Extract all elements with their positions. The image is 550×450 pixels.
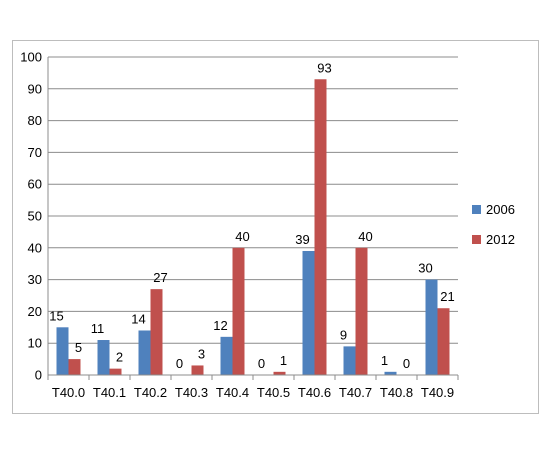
bar-2006-T40.8 <box>384 371 397 375</box>
bar-2012-T40.0 <box>68 359 81 375</box>
x-tick-label: T40.8 <box>380 385 413 400</box>
data-label-2012-T40.2: 27 <box>153 270 167 285</box>
data-label-2012-T40.1: 2 <box>116 350 123 365</box>
x-tick-label: T40.3 <box>175 385 208 400</box>
bar-2006-T40.0 <box>56 327 69 375</box>
x-tick-label: T40.4 <box>216 385 249 400</box>
y-tick-label: 60 <box>28 177 42 192</box>
y-tick-label: 40 <box>28 240 42 255</box>
bar-2012-T40.9 <box>437 308 450 375</box>
y-tick-label: 20 <box>28 304 42 319</box>
x-tick-label: T40.1 <box>93 385 126 400</box>
y-tick-label: 10 <box>28 336 42 351</box>
bar-2012-T40.7 <box>355 247 368 375</box>
data-label-2012-T40.8: 0 <box>403 356 410 371</box>
x-tick-label: T40.7 <box>339 385 372 400</box>
bar-2006-T40.4 <box>220 336 233 375</box>
data-label-2006-T40.2: 14 <box>131 311 145 326</box>
bar-2012-T40.5 <box>273 371 286 375</box>
data-label-2006-T40.3: 0 <box>176 356 183 371</box>
legend-swatch-2006 <box>472 205 481 214</box>
bar-2012-T40.2 <box>150 289 163 375</box>
y-tick-label: 30 <box>28 272 42 287</box>
data-label-2012-T40.3: 3 <box>198 346 205 361</box>
y-tick-label: 90 <box>28 81 42 96</box>
data-label-2006-T40.7: 9 <box>340 327 347 342</box>
data-label-2006-T40.0: 15 <box>49 308 63 323</box>
data-label-2012-T40.5: 1 <box>280 353 287 368</box>
bar-2012-T40.3 <box>191 365 204 375</box>
data-label-2012-T40.7: 40 <box>358 229 372 244</box>
bar-2006-T40.6 <box>302 250 315 375</box>
bars <box>56 79 450 375</box>
data-label-2006-T40.5: 0 <box>258 356 265 371</box>
y-tick-label: 80 <box>28 113 42 128</box>
x-tick-label: T40.0 <box>52 385 85 400</box>
y-tick-label: 100 <box>20 50 42 65</box>
y-tick-label: 70 <box>28 145 42 160</box>
data-label-2006-T40.6: 39 <box>295 232 309 247</box>
gridlines <box>48 56 458 344</box>
bar-2006-T40.1 <box>97 340 110 375</box>
x-tick-label: T40.9 <box>421 385 454 400</box>
data-label-2006-T40.1: 11 <box>91 321 105 336</box>
legend-label-2006: 2006 <box>486 202 515 217</box>
legend-label-2012: 2012 <box>486 232 515 247</box>
y-tick-label: 50 <box>28 209 42 224</box>
x-tick-label: T40.6 <box>298 385 331 400</box>
legend-swatch-2012 <box>472 235 481 244</box>
x-tick-label: T40.5 <box>257 385 290 400</box>
data-label-2006-T40.8: 1 <box>381 353 388 368</box>
data-label-2012-T40.6: 93 <box>317 60 331 75</box>
bar-2012-T40.6 <box>314 79 327 375</box>
data-label-2006-T40.9: 30 <box>418 261 432 276</box>
bar-2006-T40.7 <box>343 346 356 375</box>
data-label-2012-T40.9: 21 <box>440 289 454 304</box>
bar-2006-T40.2 <box>138 330 151 375</box>
data-label-2012-T40.0: 5 <box>75 340 82 355</box>
x-tick-label: T40.2 <box>134 385 167 400</box>
data-label-2012-T40.4: 40 <box>235 229 249 244</box>
bar-2006-T40.9 <box>425 279 438 375</box>
y-tick-label: 0 <box>35 368 42 383</box>
legend: 2006 2012 <box>472 202 515 247</box>
bar-2012-T40.4 <box>232 247 245 375</box>
bar-2012-T40.1 <box>109 368 122 375</box>
data-label-2006-T40.4: 12 <box>213 318 227 333</box>
